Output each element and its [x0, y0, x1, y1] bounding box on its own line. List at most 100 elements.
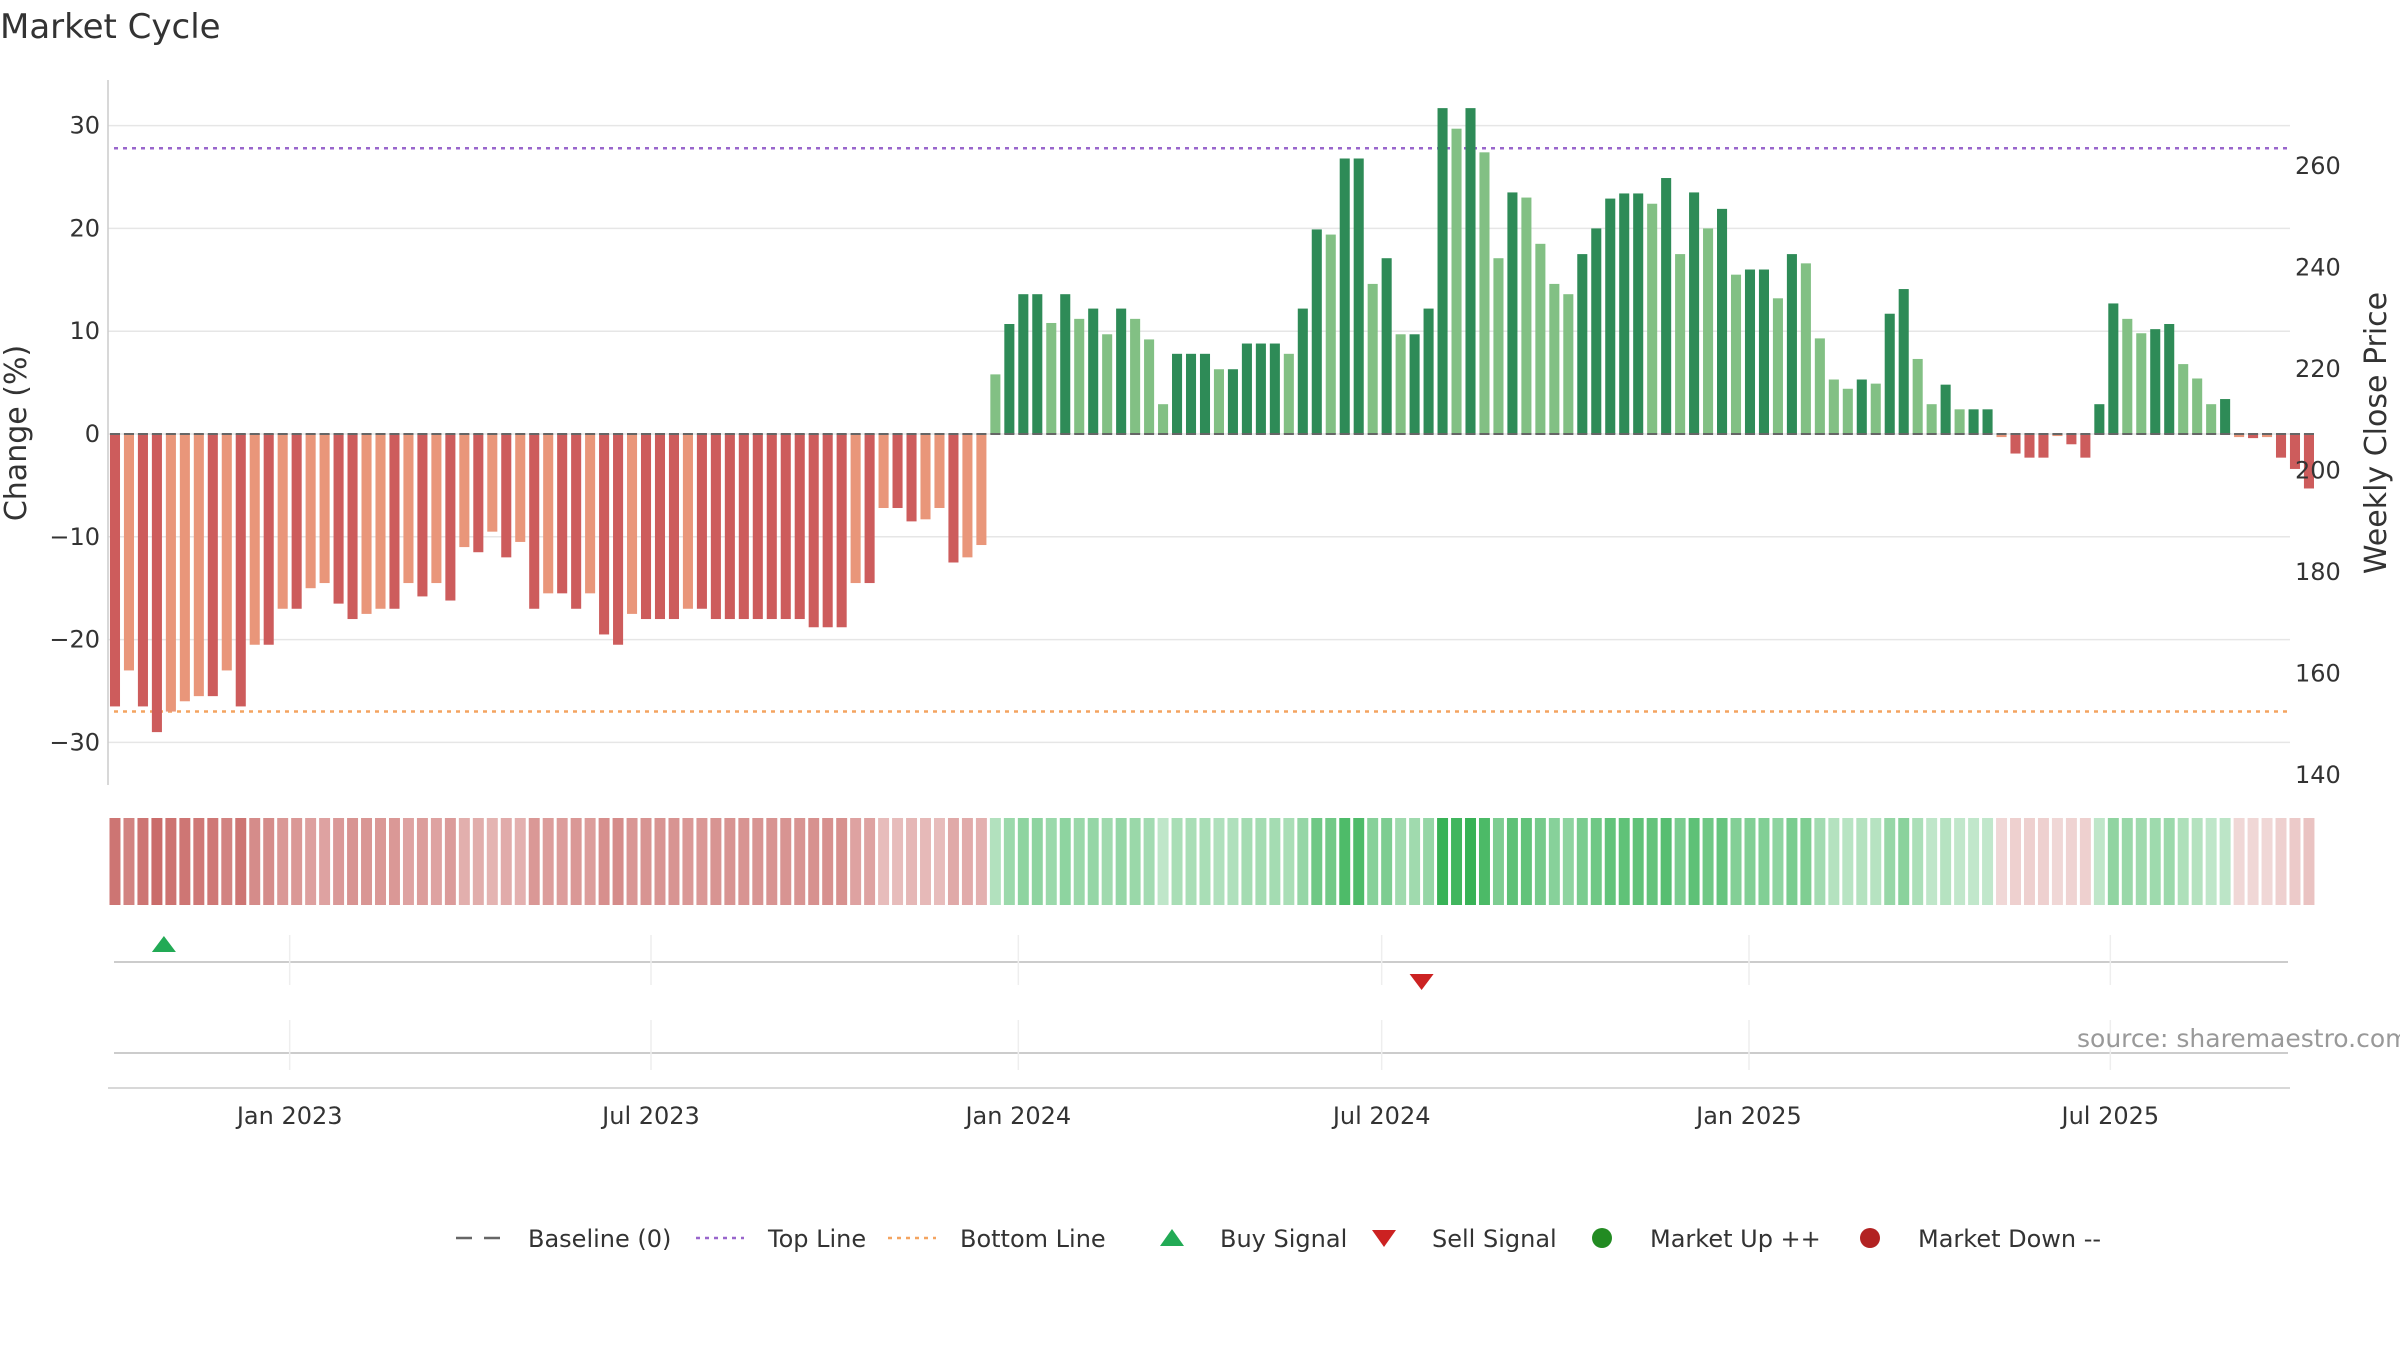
heat-cell — [1451, 818, 1463, 905]
heat-cell — [1087, 818, 1099, 905]
heat-cell — [2051, 818, 2063, 905]
heat-cell — [137, 818, 149, 905]
bar — [2192, 378, 2203, 434]
heat-cell — [1073, 818, 1085, 905]
heat-cell — [850, 818, 862, 905]
heat-cell — [2275, 818, 2287, 905]
bar — [696, 434, 707, 609]
bar — [1996, 434, 2007, 438]
bar — [2289, 434, 2301, 469]
bar — [780, 434, 791, 620]
y-tick-label: 30 — [69, 112, 100, 140]
bar — [1772, 298, 1783, 434]
heat-cell — [179, 818, 191, 905]
heat-cell — [1926, 818, 1938, 905]
x-axis-ticks: Jan 2023 Jul 2023 Jan 2024 Jul 2024 Jan 2025… — [108, 1087, 2290, 1130]
heat-cell — [151, 818, 163, 905]
heat-cell — [1199, 818, 1211, 905]
heat-cell — [2079, 818, 2091, 905]
market-panel — [114, 1020, 2288, 1070]
heat-cell — [1660, 818, 1672, 905]
bar — [277, 434, 288, 609]
heat-cell — [570, 818, 582, 905]
heat-cell — [2191, 818, 2203, 905]
heat-cell — [1702, 818, 1714, 905]
bar — [1675, 254, 1686, 434]
heat-cell — [766, 818, 778, 905]
heat-cell — [1786, 818, 1798, 905]
heat-cell — [1618, 818, 1630, 905]
heat-cell — [1017, 818, 1029, 905]
bar — [137, 434, 148, 707]
heat-cell — [458, 818, 470, 905]
bar — [1395, 334, 1406, 434]
chart-title: Market Cycle — [0, 7, 221, 47]
heat-cell — [1590, 818, 1602, 905]
bar — [109, 434, 121, 707]
bar — [1353, 158, 1364, 434]
heat-cell — [1157, 818, 1169, 905]
bar — [2234, 434, 2245, 438]
heat-cell — [528, 818, 540, 905]
bar — [319, 434, 330, 584]
legend-swatch — [1372, 1230, 1396, 1247]
x-tick-label: Jul 2025 — [2059, 1102, 2159, 1130]
bar — [333, 434, 344, 604]
y-tick-label: 10 — [69, 317, 100, 345]
bar — [2066, 434, 2077, 445]
bar — [2303, 434, 2314, 489]
bar — [459, 434, 470, 548]
heat-cell — [920, 818, 931, 905]
heat-cell — [1283, 818, 1295, 905]
bar — [515, 434, 526, 542]
y-tick-label: 0 — [85, 420, 100, 448]
heat-cell — [1800, 818, 1812, 905]
heat-cell — [123, 818, 135, 905]
bar — [1856, 379, 1867, 434]
bar — [766, 434, 777, 620]
heat-cell — [654, 818, 666, 905]
heat-cell — [961, 818, 973, 905]
bar — [2122, 318, 2133, 434]
bar — [1800, 263, 1811, 434]
heat-cell — [1255, 818, 1267, 905]
bar — [990, 374, 1001, 434]
bar — [864, 434, 875, 584]
legend: Baseline (0) Top Line Bottom Line Buy Signa… — [456, 1225, 2101, 1253]
bar — [1563, 294, 1574, 434]
y2-tick-label: 260 — [2295, 152, 2341, 180]
bar — [2262, 434, 2273, 438]
buy-signal-marker — [151, 936, 176, 952]
heat-cell — [1465, 818, 1476, 905]
y2-tick-label: 220 — [2295, 355, 2341, 383]
heat-cell — [738, 818, 750, 905]
heat-cell — [430, 818, 442, 905]
bar — [2150, 329, 2161, 434]
bar — [1269, 343, 1280, 434]
bar — [1116, 308, 1127, 434]
bar — [1088, 308, 1099, 434]
bar — [1339, 158, 1350, 434]
bar — [808, 434, 819, 628]
bar — [207, 434, 218, 697]
legend-label: Baseline (0) — [528, 1225, 671, 1253]
bar — [431, 434, 442, 584]
heat-cell — [878, 818, 890, 905]
bar — [1828, 379, 1839, 434]
heat-cell — [1269, 818, 1281, 905]
bar-series — [109, 108, 2314, 733]
bar — [1842, 388, 1853, 434]
heat-cell — [1492, 818, 1504, 905]
x-tick-label: Jul 2024 — [1331, 1102, 1431, 1130]
heat-cell — [1646, 818, 1658, 905]
legend-label: Market Up ++ — [1650, 1225, 1821, 1253]
heat-cell — [2233, 818, 2245, 905]
bar — [962, 434, 973, 558]
bar — [1926, 404, 1937, 434]
y-tick-label: −30 — [49, 728, 100, 756]
heat-cell — [612, 818, 624, 905]
bar — [1507, 192, 1518, 434]
bar — [249, 434, 260, 645]
bar — [1661, 178, 1672, 434]
